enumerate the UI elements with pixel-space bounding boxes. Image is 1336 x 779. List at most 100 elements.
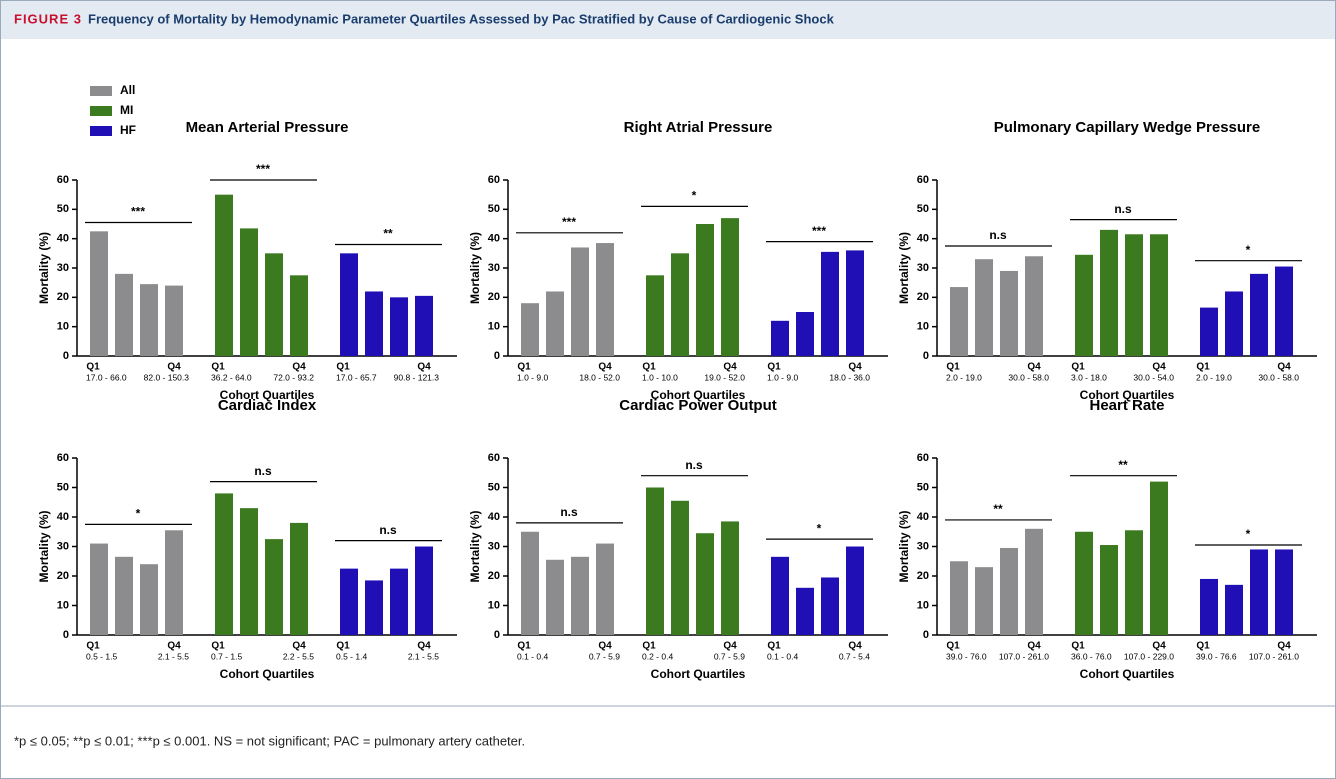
range-label: 17.0 - 65.7	[336, 372, 377, 382]
range-label: 82.0 - 150.3	[144, 372, 190, 382]
range-label: 19.0 - 52.0	[704, 372, 745, 382]
x-tick-label: Q1	[767, 641, 781, 652]
bar	[1000, 547, 1018, 635]
y-tick-label: 30	[57, 262, 69, 274]
bar	[1075, 531, 1093, 635]
y-tick-label: 40	[57, 233, 69, 245]
y-tick-label: 30	[488, 540, 500, 552]
bar	[290, 522, 308, 635]
range-label: 39.0 - 76.0	[946, 651, 987, 661]
bar	[115, 273, 133, 356]
bar	[771, 556, 789, 635]
range-label: 107.0 - 261.0	[1249, 651, 1299, 661]
figure-title: Frequency of Mortality by Hemodynamic Pa…	[88, 11, 835, 26]
x-tick-label: Q4	[848, 362, 862, 373]
range-label: 0.7 - 5.9	[589, 651, 620, 661]
significance-label: *	[817, 521, 822, 535]
significance-label: *	[1246, 243, 1251, 257]
bar	[796, 587, 814, 635]
bar	[415, 546, 433, 635]
bar	[340, 253, 358, 356]
bar	[240, 228, 258, 356]
y-tick-label: 0	[494, 629, 500, 641]
bar	[975, 259, 993, 356]
significance-label: n.s	[1114, 202, 1132, 216]
x-tick-label: Q4	[598, 641, 612, 652]
bar	[721, 218, 739, 356]
bar	[215, 194, 233, 356]
range-label: 30.0 - 58.0	[1008, 372, 1049, 382]
bar	[115, 556, 133, 635]
bar	[1100, 545, 1118, 635]
y-tick-label: 30	[917, 540, 929, 552]
bar	[821, 251, 839, 356]
bar	[596, 243, 614, 356]
bar	[1125, 530, 1143, 635]
bar	[1225, 291, 1243, 356]
bar	[1275, 266, 1293, 356]
x-tick-label: Q1	[86, 641, 100, 652]
range-label: 39.0 - 76.6	[1196, 651, 1237, 661]
x-tick-label: Q4	[1027, 641, 1041, 652]
significance-label: ***	[562, 215, 576, 229]
y-tick-label: 50	[488, 203, 500, 215]
significance-label: **	[1118, 458, 1128, 472]
bar	[265, 539, 283, 635]
x-tick-label: Q4	[167, 641, 181, 652]
bar	[240, 508, 258, 635]
y-tick-label: 60	[488, 174, 500, 186]
range-label: 72.0 - 93.2	[273, 372, 314, 382]
bar	[1025, 256, 1043, 356]
y-tick-label: 60	[57, 452, 69, 464]
range-label: 30.0 - 54.0	[1133, 372, 1174, 382]
bar	[696, 533, 714, 635]
x-tick-label: Q1	[211, 641, 225, 652]
bar	[390, 568, 408, 635]
range-label: 0.7 - 5.4	[839, 651, 870, 661]
significance-label: ***	[131, 205, 145, 219]
bar	[1200, 578, 1218, 635]
significance-label: n.s	[560, 505, 578, 519]
x-tick-label: Q1	[517, 641, 531, 652]
x-tick-label: Q1	[1071, 641, 1085, 652]
y-tick-label: 20	[488, 570, 500, 582]
significance-label: *	[136, 507, 141, 521]
bar	[415, 295, 433, 356]
bar	[975, 567, 993, 635]
significance-label: *	[1246, 527, 1251, 541]
x-axis-label: Cohort Quartiles	[651, 388, 746, 402]
bar	[521, 303, 539, 356]
x-tick-label: Q1	[946, 362, 960, 373]
x-axis-label: Cohort Quartiles	[1080, 667, 1175, 681]
x-tick-label: Q4	[167, 362, 181, 373]
range-label: 30.0 - 58.0	[1258, 372, 1299, 382]
y-axis-label: Mortality (%)	[897, 232, 911, 304]
y-tick-label: 40	[917, 233, 929, 245]
y-axis-label: Mortality (%)	[897, 510, 911, 582]
figure-label: FIGURE 3	[14, 11, 82, 26]
x-tick-label: Q4	[1152, 362, 1166, 373]
significance-label: ***	[256, 162, 270, 176]
range-label: 2.2 - 5.5	[283, 651, 314, 661]
range-label: 17.0 - 66.0	[86, 372, 127, 382]
bar	[646, 275, 664, 356]
range-label: 90.8 - 121.3	[394, 372, 440, 382]
chart-title: Heart Rate	[1089, 397, 1164, 414]
bar	[1275, 549, 1293, 635]
bar	[365, 291, 383, 356]
y-tick-label: 30	[57, 540, 69, 552]
header-bar	[1, 1, 1335, 39]
range-label: 0.1 - 0.4	[767, 651, 798, 661]
x-axis-label: Cohort Quartiles	[220, 667, 315, 681]
x-tick-label: Q4	[417, 362, 431, 373]
legend-swatch	[90, 86, 112, 96]
bar	[1150, 481, 1168, 635]
bar	[771, 320, 789, 356]
bar	[950, 561, 968, 635]
y-tick-label: 40	[488, 511, 500, 523]
x-tick-label: Q4	[1277, 641, 1291, 652]
y-axis-label: Mortality (%)	[37, 232, 51, 304]
x-tick-label: Q1	[767, 362, 781, 373]
bar	[1225, 584, 1243, 635]
range-label: 0.1 - 0.4	[517, 651, 548, 661]
